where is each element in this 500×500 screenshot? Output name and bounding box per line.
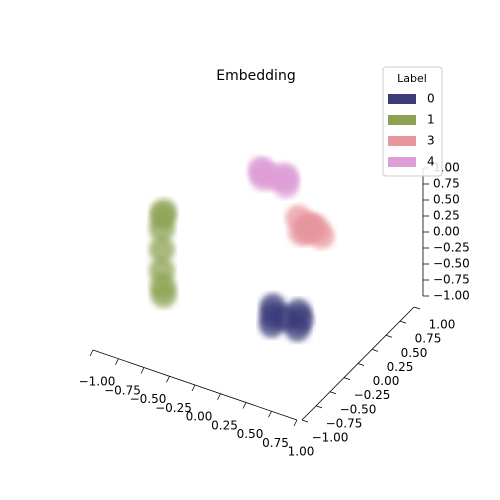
z-tick-label: −1.00 [433,289,470,303]
z-tick-label: 0.50 [433,193,460,207]
y-tick-label: −1.00 [312,431,349,445]
x-tick-label: 0.25 [211,418,238,432]
x-tick [191,384,196,392]
y-tick [371,348,379,352]
y-tick-label: 0.75 [415,332,442,346]
point [150,198,177,225]
point [250,158,277,185]
legend-swatch [388,136,416,146]
z-tick-label: 0.75 [433,177,460,191]
point [259,302,286,329]
y-tick-label: 0.00 [373,374,400,388]
legend-label: 3 [427,134,435,148]
x-tick [268,411,272,418]
x-tick [115,358,119,365]
y-tick [357,363,365,366]
y-tick [343,377,351,381]
x-tick [89,349,94,357]
x-tick [140,367,145,374]
x-tick [166,376,170,383]
y-tick-label: −0.25 [354,388,391,402]
y-tick-label: 0.25 [387,360,414,374]
y-tick [385,334,393,338]
legend-title: Label [397,72,427,85]
y-tick [315,405,323,409]
point [148,257,175,284]
legend-swatch [388,157,416,167]
y-tick-label: −0.75 [326,416,363,430]
y-tick [413,306,421,310]
y-tick-label: 0.50 [401,346,428,360]
point [148,236,175,263]
x-tick [293,419,298,427]
points [148,156,335,342]
z-tick-label: 0.00 [433,225,460,239]
y-tick [399,320,407,324]
point [150,281,177,308]
x-tick [242,402,247,409]
x-tick-label: 1.00 [288,445,315,459]
legend-label: 0 [427,92,435,106]
x-tick-label: −0.75 [104,383,141,397]
z-tick-label: −0.75 [433,273,470,287]
legend-label: 1 [427,113,435,127]
legend-label: 4 [427,155,435,169]
legend-swatch [388,115,416,125]
point [288,219,315,246]
x-tick [217,393,221,400]
chart-title: Embedding [216,68,295,84]
y-tick [301,419,309,423]
z-tick-label: −0.25 [433,241,470,255]
legend-swatch [388,94,416,104]
axes: −1.00−0.75−0.50−0.250.000.250.500.751.00… [79,161,470,459]
y-tick [329,391,337,395]
y-tick-label: 1.00 [429,318,456,332]
x-tick-label: −1.00 [79,375,116,389]
y-tick-label: −0.50 [340,402,377,416]
x-tick-label: −0.50 [130,392,167,406]
z-tick-label: −0.50 [433,257,470,271]
legend: Label 0 1 3 4 [382,66,443,177]
x-tick-label: 0.75 [262,436,289,450]
point [287,306,314,333]
x-tick-label: 0.50 [237,427,264,441]
z-tick-label: 0.25 [433,209,460,223]
point [273,165,300,192]
x-tick-label: −0.25 [155,401,192,415]
x-tick-label: 0.00 [186,410,213,424]
